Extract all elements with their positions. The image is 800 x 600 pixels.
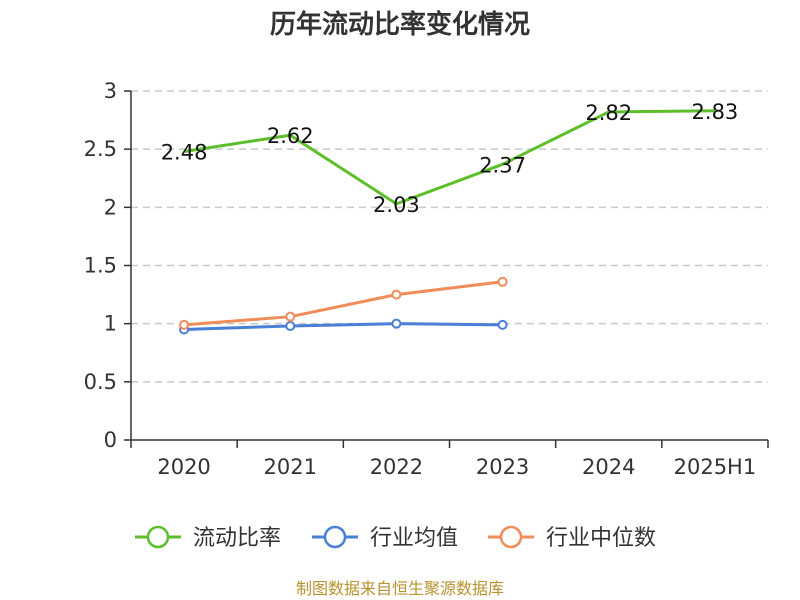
source-note: 制图数据来自恒生聚源数据库 bbox=[296, 579, 504, 598]
series-line-3 bbox=[183, 280, 503, 327]
y-tick-label: 1.5 bbox=[84, 254, 117, 278]
legend-item-2[interactable]: 行业均值 bbox=[312, 525, 458, 551]
legend-swatch-marker bbox=[146, 525, 170, 549]
data-label: 2.48 bbox=[161, 140, 208, 164]
series-line-2 bbox=[184, 322, 503, 331]
x-tick-label: 2024 bbox=[582, 455, 635, 479]
series-group bbox=[179, 109, 715, 335]
data-point bbox=[497, 319, 508, 330]
data-point bbox=[497, 276, 508, 287]
legend[interactable]: 流动比率 行业均值 行业中位数 bbox=[135, 525, 656, 551]
legend-label: 行业中位数 bbox=[546, 526, 656, 551]
data-label: 2.03 bbox=[373, 193, 420, 217]
x-tick-label: 2023 bbox=[476, 455, 529, 479]
y-tick-label: 2 bbox=[104, 195, 117, 219]
legend-label: 行业均值 bbox=[370, 526, 458, 551]
legend-item-1[interactable]: 流动比率 bbox=[135, 525, 281, 551]
x-tick-label: 2025H1 bbox=[674, 455, 757, 479]
y-tick-label: 3 bbox=[104, 79, 117, 103]
data-labels: 2.48 2.62 2.03 2.37 2.82 2.83 bbox=[161, 100, 739, 217]
x-tick-label: 2022 bbox=[370, 455, 423, 479]
data-point bbox=[285, 320, 296, 331]
data-label: 2.83 bbox=[692, 100, 739, 124]
grid-lines bbox=[131, 90, 768, 383]
data-point bbox=[391, 318, 402, 329]
legend-label: 流动比率 bbox=[193, 526, 281, 551]
data-point bbox=[285, 311, 296, 322]
y-tick-label: 2.5 bbox=[84, 137, 117, 161]
data-label: 2.82 bbox=[585, 101, 632, 125]
x-tick-label: 2021 bbox=[264, 455, 317, 479]
data-point bbox=[391, 289, 402, 300]
data-label: 2.62 bbox=[267, 124, 314, 148]
y-tick-label: 0.5 bbox=[84, 370, 117, 394]
data-label: 2.37 bbox=[479, 153, 526, 177]
data-point bbox=[179, 319, 190, 330]
x-tick-label: 2020 bbox=[157, 455, 210, 479]
axes: 0 0.5 1 1.5 2 2.5 3 2020 2021 2022 2023 2024 2025H1 bbox=[84, 79, 769, 479]
chart-title: 历年流动比率变化情况 bbox=[270, 9, 530, 40]
legend-swatch-marker bbox=[323, 525, 347, 549]
y-tick-label: 0 bbox=[104, 428, 117, 452]
y-tick-label: 1 bbox=[104, 312, 117, 336]
legend-swatch-marker bbox=[499, 525, 523, 549]
legend-item-3[interactable]: 行业中位数 bbox=[488, 525, 656, 551]
series-line-1 bbox=[183, 109, 715, 206]
